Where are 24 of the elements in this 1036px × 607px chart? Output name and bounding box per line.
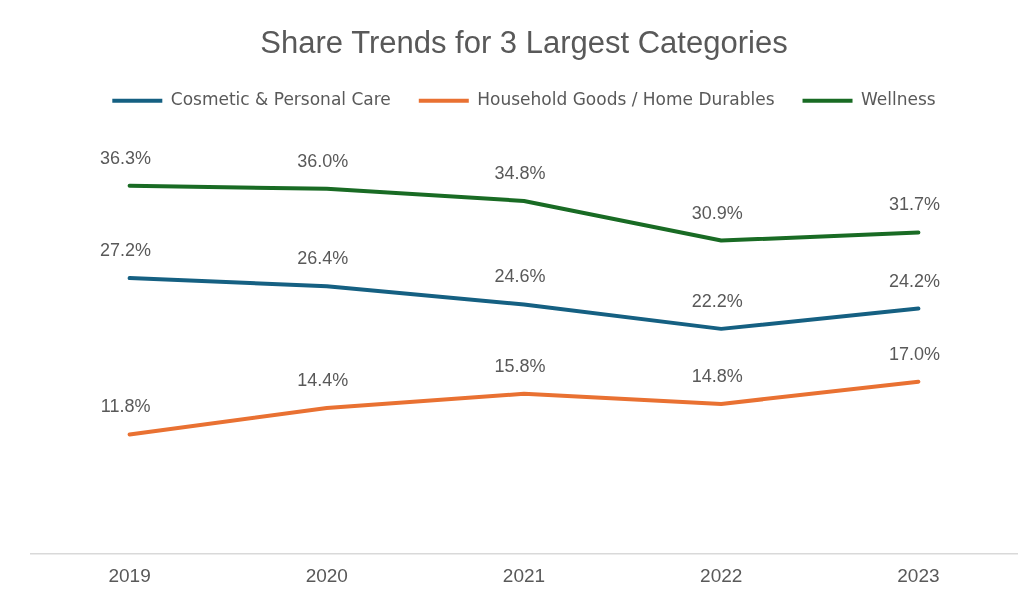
data-label: 26.4% — [297, 248, 349, 269]
legend-label: Household Goods / Home Durables — [477, 89, 775, 110]
data-label: 24.6% — [494, 266, 546, 287]
x-tick-label: 2019 — [108, 564, 151, 586]
data-label: 14.8% — [691, 365, 743, 386]
x-tick-label: 2022 — [700, 564, 743, 586]
data-label: 15.8% — [494, 355, 546, 376]
data-label: 17.0% — [888, 343, 940, 364]
data-label: 36.3% — [100, 147, 152, 168]
x-tick-label: 2023 — [897, 564, 940, 586]
x-tick-label: 2021 — [502, 564, 546, 586]
data-label: 24.2% — [888, 270, 940, 291]
legend-label: Cosmetic & Personal Care — [170, 89, 391, 110]
data-label: 34.8% — [494, 162, 546, 183]
data-label: 36.0% — [297, 150, 349, 171]
data-label: 27.2% — [100, 240, 152, 261]
legend-label: Wellness — [861, 89, 936, 110]
data-label: 14.4% — [297, 370, 349, 391]
chart-title: Share Trends for 3 Largest Categories — [260, 25, 788, 61]
data-label: 30.9% — [691, 202, 743, 223]
data-label: 11.8% — [100, 396, 151, 417]
x-tick-label: 2020 — [305, 564, 348, 586]
data-label: 31.7% — [888, 194, 940, 215]
data-label: 22.2% — [691, 290, 743, 311]
